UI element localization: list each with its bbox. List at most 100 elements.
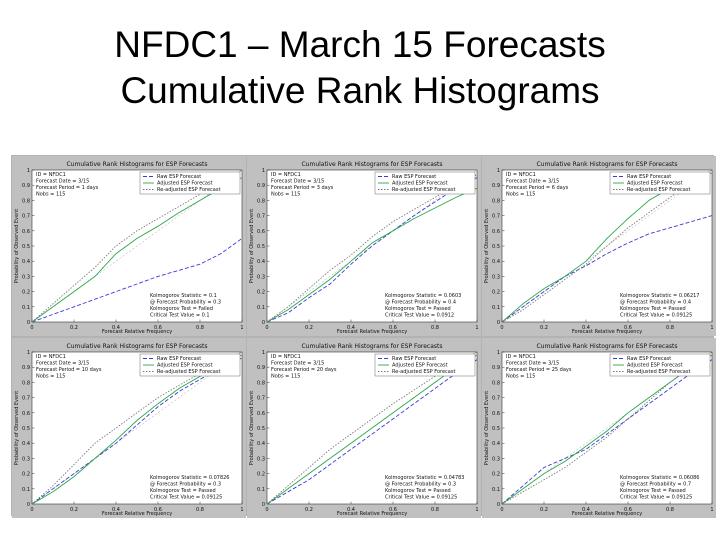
- x-tick-label: 0.8: [196, 325, 204, 331]
- series-line-1: [501, 215, 713, 323]
- legend-label: Adjusted ESP Forecast: [392, 181, 448, 187]
- legend-label: Adjusted ESP Forecast: [627, 181, 683, 187]
- y-tick-label: 0.2: [492, 290, 500, 296]
- chart-panel-2: Cumulative Rank Histograms for ESP Forec…: [247, 156, 481, 336]
- x-tick-label: 0.8: [431, 507, 439, 513]
- stats-text: Kolmogorov Test = Passed: [620, 488, 686, 494]
- legend-label: Raw ESP Forecast: [392, 174, 436, 180]
- chart-svg: Cumulative Rank Histograms for ESP Forec…: [14, 161, 244, 335]
- legend-box: [139, 353, 241, 377]
- chart-panel-6: Cumulative Rank Histograms for ESP Forec…: [482, 338, 716, 518]
- chart-panel-5: Cumulative Rank Histograms for ESP Forec…: [247, 338, 481, 518]
- y-tick-label: 0.1: [492, 487, 500, 493]
- chart-svg: Cumulative Rank Histograms for ESP Forec…: [484, 161, 714, 335]
- x-tick-label: 0.6: [389, 325, 397, 331]
- series-line-3: [501, 169, 713, 323]
- x-tick-label: 0: [500, 507, 503, 513]
- info-text: Forecast Date = 3/15: [36, 361, 89, 367]
- series-line-1: [31, 238, 243, 323]
- legend-box: [609, 353, 711, 377]
- stats-text: Critical Test Value = 0.09125: [385, 495, 457, 501]
- series-line-2: [266, 187, 478, 323]
- y-tick-label: 0.4: [257, 259, 265, 265]
- y-axis-label: Probability of Observed Event: [14, 391, 20, 465]
- reference-diagonal: [266, 169, 478, 323]
- y-tick-label: 0.9: [22, 365, 30, 371]
- stats-text: Kolmogorov Test = Failed: [150, 306, 213, 312]
- info-text: Nobs = 115: [36, 192, 66, 198]
- y-tick-label: 0.5: [257, 426, 265, 432]
- y-tick-label: 0.7: [257, 396, 265, 402]
- stats-text: @ Forecast Probability = 0.7: [620, 482, 691, 488]
- legend-label: Raw ESP Forecast: [392, 356, 436, 362]
- legend-label: Adjusted ESP Forecast: [157, 181, 213, 187]
- y-tick-label: 0.8: [257, 198, 265, 204]
- legend-label: Raw ESP Forecast: [627, 356, 671, 362]
- chart-svg: Cumulative Rank Histograms for ESP Forec…: [249, 161, 479, 335]
- x-tick-label: 0: [265, 507, 268, 513]
- y-tick-label: 1: [497, 350, 500, 356]
- legend-label: Re-adjusted ESP Forecast: [157, 187, 220, 193]
- y-tick-label: 0.6: [22, 411, 30, 417]
- reference-diagonal: [31, 169, 243, 323]
- y-tick-label: 0.4: [257, 441, 265, 447]
- info-text: Forecast Date = 3/15: [506, 361, 559, 367]
- info-text: ID = NFDC1: [36, 172, 66, 178]
- x-tick-label: 1: [475, 507, 478, 513]
- y-tick-label: 0.1: [22, 487, 30, 493]
- legend-box: [374, 353, 476, 377]
- y-tick-label: 0: [497, 320, 500, 326]
- x-tick-label: 0.6: [624, 507, 632, 513]
- y-tick-label: 0: [27, 320, 30, 326]
- chart-panel-1: Cumulative Rank Histograms for ESP Forec…: [12, 156, 246, 336]
- x-tick-label: 0.6: [154, 507, 162, 513]
- chart-svg: Cumulative Rank Histograms for ESP Forec…: [249, 343, 479, 517]
- legend-label: Re-adjusted ESP Forecast: [627, 187, 690, 193]
- y-tick-label: 0.6: [257, 411, 265, 417]
- y-tick-label: 0.5: [22, 244, 30, 250]
- y-tick-label: 0.3: [257, 274, 265, 280]
- chart-title: Cumulative Rank Histograms for ESP Forec…: [536, 161, 677, 168]
- y-tick-label: 0.1: [257, 487, 265, 493]
- chart-title: Cumulative Rank Histograms for ESP Forec…: [66, 343, 207, 350]
- y-tick-label: 0.5: [257, 244, 265, 250]
- x-tick-label: 0.6: [389, 507, 397, 513]
- y-tick-label: 0.2: [492, 472, 500, 478]
- stats-text: Kolmogorov Test = Passed: [620, 306, 686, 312]
- y-tick-label: 0.7: [492, 396, 500, 402]
- x-tick-label: 0.8: [431, 325, 439, 331]
- x-tick-label: 0.2: [540, 325, 548, 331]
- legend-label: Adjusted ESP Forecast: [627, 363, 683, 369]
- legend-label: Raw ESP Forecast: [627, 174, 671, 180]
- x-tick-label: 0.6: [624, 325, 632, 331]
- y-tick-label: 0.2: [22, 290, 30, 296]
- y-tick-label: 1: [262, 168, 265, 174]
- legend-label: Re-adjusted ESP Forecast: [627, 369, 690, 375]
- chart-title: Cumulative Rank Histograms for ESP Forec…: [301, 161, 442, 168]
- y-tick-label: 0.3: [22, 274, 30, 280]
- info-text: Nobs = 115: [271, 374, 301, 380]
- info-text: Forecast Date = 3/15: [506, 179, 559, 185]
- chart-svg: Cumulative Rank Histograms for ESP Forec…: [484, 343, 714, 517]
- y-tick-label: 1: [27, 168, 30, 174]
- y-tick-label: 0.3: [22, 456, 30, 462]
- y-tick-label: 0.7: [257, 214, 265, 220]
- series-line-1: [501, 359, 713, 505]
- stats-text: @ Forecast Probability = 0.3: [150, 300, 221, 306]
- info-text: ID = NFDC1: [506, 172, 536, 178]
- x-axis-label: Forecast Relative Frequency: [572, 511, 642, 517]
- info-text: Forecast Period = 6 days: [506, 185, 569, 191]
- info-text: Nobs = 115: [506, 192, 536, 198]
- y-tick-label: 0.6: [492, 411, 500, 417]
- legend-label: Re-adjusted ESP Forecast: [157, 369, 220, 375]
- x-tick-label: 1: [240, 325, 243, 331]
- stats-text: Kolmogorov Statistic = 0.04783: [385, 475, 465, 481]
- stats-text: @ Forecast Probability = 0.4: [385, 300, 456, 306]
- x-tick-label: 1: [710, 325, 713, 331]
- y-tick-label: 0.1: [22, 305, 30, 311]
- y-tick-label: 0.6: [22, 229, 30, 235]
- y-tick-label: 0.3: [257, 456, 265, 462]
- y-tick-label: 0.9: [257, 365, 265, 371]
- y-tick-label: 0.8: [22, 198, 30, 204]
- x-tick-label: 0.2: [70, 325, 78, 331]
